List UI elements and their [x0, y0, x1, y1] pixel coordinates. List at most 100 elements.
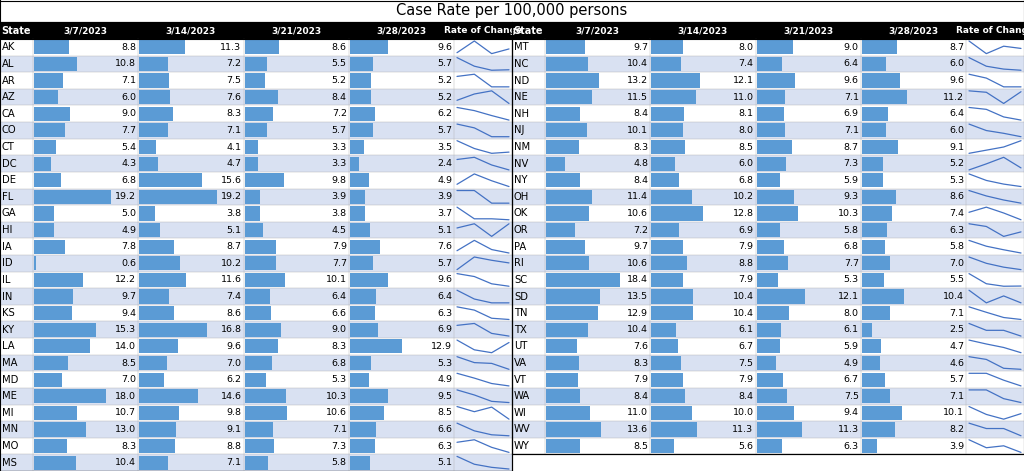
- Text: 8.6: 8.6: [226, 309, 242, 317]
- Text: 5.1: 5.1: [226, 226, 242, 235]
- Text: 19.2: 19.2: [220, 192, 242, 201]
- Bar: [546, 373, 578, 387]
- Text: HI: HI: [2, 225, 12, 235]
- Text: 12.2: 12.2: [116, 276, 136, 284]
- Bar: [862, 389, 890, 403]
- Bar: [651, 439, 674, 453]
- Text: 8.3: 8.3: [121, 442, 136, 451]
- Bar: [350, 306, 375, 320]
- Text: 5.5: 5.5: [949, 276, 964, 284]
- Bar: [512, 438, 1024, 455]
- Bar: [350, 290, 376, 304]
- Text: 4.9: 4.9: [437, 176, 452, 185]
- Bar: [757, 140, 792, 154]
- Bar: [0, 106, 512, 122]
- Text: OH: OH: [514, 192, 529, 202]
- Text: WY: WY: [514, 441, 529, 451]
- Text: 10.1: 10.1: [326, 276, 347, 284]
- Bar: [512, 222, 1024, 238]
- Bar: [512, 188, 1024, 205]
- Text: 10.3: 10.3: [326, 392, 347, 401]
- Text: NJ: NJ: [514, 125, 524, 135]
- Text: 9.6: 9.6: [437, 276, 452, 284]
- Bar: [0, 155, 512, 172]
- Bar: [546, 40, 585, 54]
- Bar: [512, 405, 1024, 421]
- Bar: [862, 290, 903, 304]
- Text: 6.3: 6.3: [844, 442, 859, 451]
- Text: 9.6: 9.6: [844, 76, 859, 85]
- Bar: [651, 290, 693, 304]
- Bar: [757, 40, 793, 54]
- Bar: [512, 155, 1024, 172]
- Bar: [546, 406, 590, 420]
- Bar: [546, 256, 589, 270]
- Bar: [350, 389, 388, 403]
- Bar: [0, 172, 512, 188]
- Bar: [757, 90, 785, 104]
- Text: NY: NY: [514, 175, 527, 185]
- Text: 7.7: 7.7: [121, 126, 136, 135]
- Text: 10.3: 10.3: [838, 209, 859, 218]
- Bar: [350, 356, 371, 370]
- Bar: [512, 255, 1024, 272]
- Text: 6.2: 6.2: [437, 109, 452, 118]
- Bar: [0, 338, 512, 355]
- Text: 11.0: 11.0: [732, 93, 754, 102]
- Text: 6.9: 6.9: [738, 226, 754, 235]
- Bar: [546, 57, 588, 71]
- Bar: [350, 206, 365, 220]
- Text: 7.1: 7.1: [226, 458, 242, 467]
- Bar: [757, 73, 796, 88]
- Text: 3.8: 3.8: [332, 209, 347, 218]
- Text: 10.4: 10.4: [732, 309, 754, 317]
- Text: 7.6: 7.6: [226, 93, 242, 102]
- Bar: [651, 422, 696, 437]
- Text: 8.1: 8.1: [738, 109, 754, 118]
- Text: NV: NV: [514, 159, 528, 169]
- Bar: [0, 22, 512, 39]
- Bar: [139, 455, 168, 470]
- Text: 6.7: 6.7: [844, 375, 859, 384]
- Bar: [0, 288, 512, 305]
- Text: 9.5: 9.5: [437, 392, 452, 401]
- Text: 5.9: 5.9: [844, 176, 859, 185]
- Text: 3/14/2023: 3/14/2023: [166, 26, 216, 35]
- Bar: [651, 256, 687, 270]
- Bar: [34, 206, 54, 220]
- Text: 8.8: 8.8: [738, 259, 754, 268]
- Text: 7.2: 7.2: [332, 109, 347, 118]
- Text: Case Rate per 100,000 persons: Case Rate per 100,000 persons: [396, 3, 628, 18]
- Bar: [350, 90, 371, 104]
- Bar: [245, 107, 273, 121]
- Bar: [757, 256, 787, 270]
- Bar: [651, 123, 683, 138]
- Text: 3/7/2023: 3/7/2023: [575, 26, 620, 35]
- Bar: [139, 290, 169, 304]
- Bar: [245, 273, 285, 287]
- Text: UT: UT: [514, 341, 527, 351]
- Bar: [245, 123, 267, 138]
- Bar: [350, 107, 375, 121]
- Text: 7.8: 7.8: [121, 242, 136, 251]
- Text: 9.7: 9.7: [633, 242, 648, 251]
- Bar: [139, 306, 174, 320]
- Bar: [862, 173, 883, 187]
- Bar: [34, 107, 71, 121]
- Text: Rate of Change: Rate of Change: [956, 26, 1024, 35]
- Text: 4.9: 4.9: [844, 358, 859, 367]
- Text: 8.6: 8.6: [949, 192, 964, 201]
- Bar: [757, 123, 785, 138]
- Bar: [350, 73, 371, 88]
- Text: 7.3: 7.3: [844, 159, 859, 168]
- Bar: [862, 256, 890, 270]
- Text: 11.5: 11.5: [628, 93, 648, 102]
- Text: 10.2: 10.2: [220, 259, 242, 268]
- Text: 8.3: 8.3: [633, 358, 648, 367]
- Text: 7.0: 7.0: [121, 375, 136, 384]
- Bar: [0, 322, 512, 338]
- Text: 6.4: 6.4: [844, 59, 859, 68]
- Bar: [546, 273, 621, 287]
- Bar: [350, 223, 371, 237]
- Text: 10.1: 10.1: [628, 126, 648, 135]
